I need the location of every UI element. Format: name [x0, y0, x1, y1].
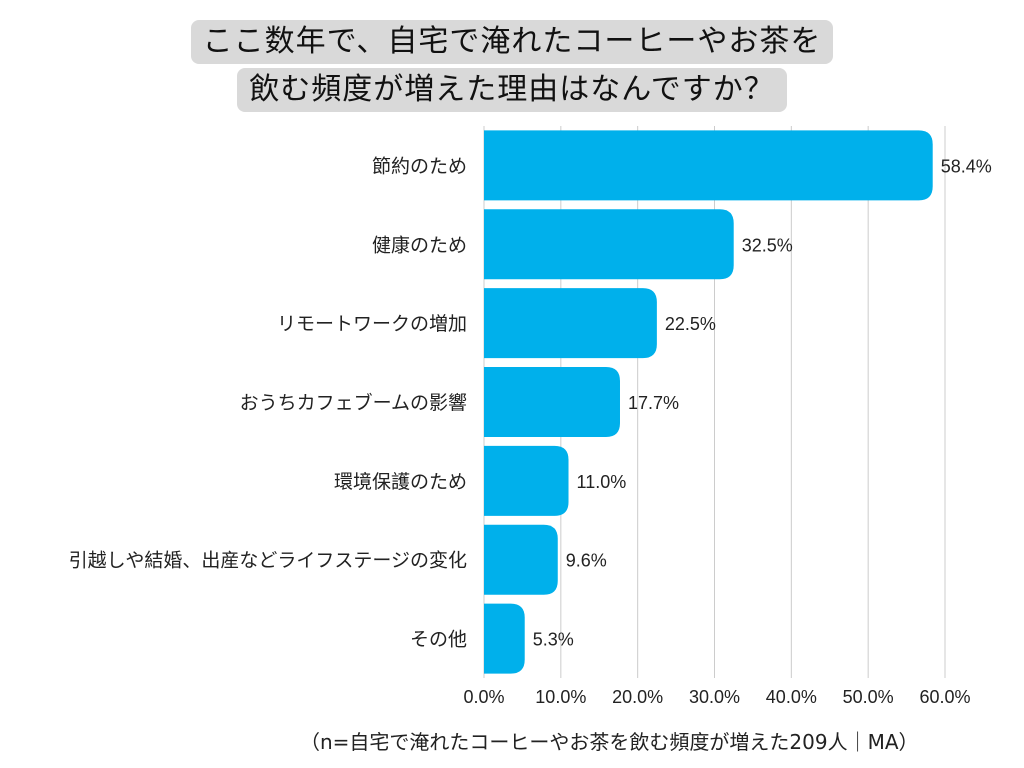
x-tick-label-4: 40.0% [766, 687, 817, 707]
value-label-2: 22.5% [665, 314, 716, 334]
category-label-3: おうちカフェブームの影響 [240, 391, 467, 414]
category-label-1: 健康のため [372, 234, 467, 256]
chart-title-line-2: 飲む頻度が増えた理由はなんですか？ [0, 68, 1024, 112]
x-tick-label-2: 20.0% [612, 687, 663, 707]
category-label-4: 環境保護のため [334, 471, 467, 493]
bar-5 [484, 524, 558, 595]
x-tick-label-5: 50.0% [843, 687, 894, 707]
value-label-1: 32.5% [742, 235, 793, 255]
bar-0 [484, 130, 933, 201]
bar-1 [484, 209, 734, 280]
category-label-5: 引越しや結婚、出産などライフステージの変化 [69, 550, 467, 572]
x-tick-label-3: 30.0% [689, 687, 740, 707]
value-label-3: 17.7% [628, 393, 679, 413]
bar-6 [484, 603, 525, 674]
category-label-6: その他 [410, 629, 467, 651]
value-label-6: 5.3% [533, 630, 574, 650]
x-tick-label-0: 0.0% [463, 687, 504, 707]
bar-3 [484, 367, 620, 437]
x-tick-label-6: 60.0% [919, 687, 970, 707]
bar-4 [484, 445, 569, 516]
category-label-0: 節約のため [372, 155, 467, 177]
chart-title-text-1: ここ数年で、自宅で淹れたコーヒーやお茶を [190, 20, 834, 64]
chart-title-line-1: ここ数年で、自宅で淹れたコーヒーやお茶を [0, 20, 1024, 64]
value-label-4: 11.0% [577, 472, 627, 492]
chart-title-text-2: 飲む頻度が増えた理由はなんですか？ [237, 68, 787, 112]
sample-note: （n=自宅で淹れたコーヒーやお茶を飲む頻度が増えた209人｜MA） [300, 730, 919, 754]
value-label-0: 58.4% [941, 156, 992, 176]
bar-2 [484, 288, 657, 359]
category-label-2: リモートワークの増加 [277, 313, 467, 335]
value-label-5: 9.6% [566, 551, 607, 571]
x-tick-label-1: 10.0% [535, 687, 586, 707]
